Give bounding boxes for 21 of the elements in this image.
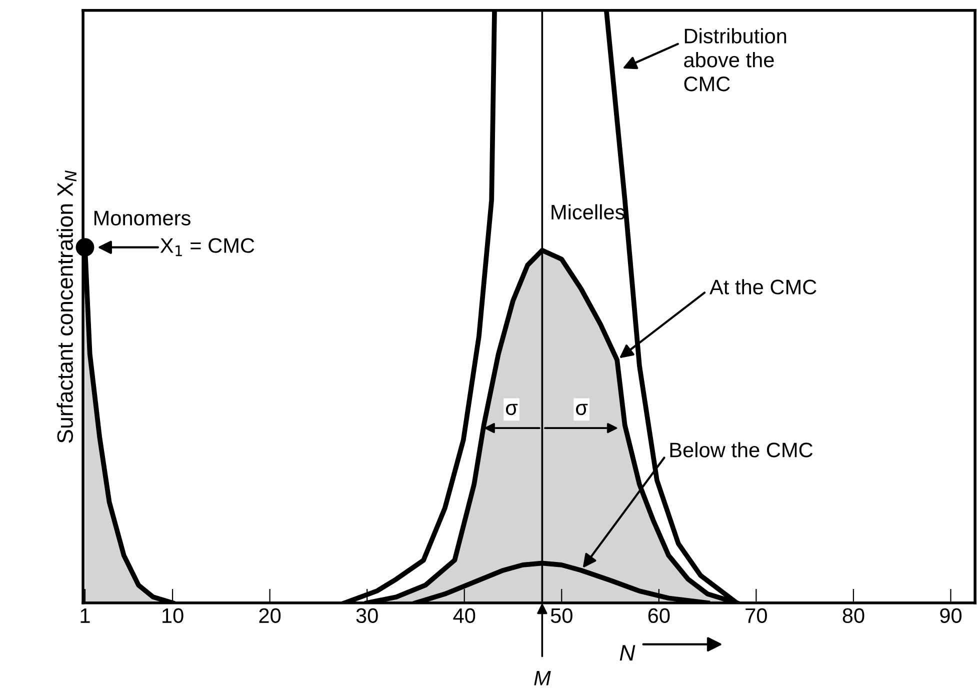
annotation: σ (506, 404, 518, 416)
x-tick-label: 90 (940, 608, 962, 624)
x-tick-label: 40 (453, 608, 476, 624)
x-tick-label: 10 (162, 608, 184, 624)
x-tick-label: 70 (746, 608, 767, 624)
x-tick-label: 60 (648, 608, 670, 624)
annotation: M (534, 670, 551, 686)
x-tick-label: 20 (259, 608, 281, 624)
x-tick-label: 30 (356, 608, 378, 624)
x-axis-title: N (620, 645, 636, 660)
y-axis-title: Surfactant concentration X$_{N}$ (56, 170, 76, 443)
annotation: Monomers (94, 210, 190, 226)
annotation: σ (576, 404, 588, 416)
x-tick-label: 80 (842, 608, 864, 624)
x-tick-label: 1 (80, 608, 90, 623)
annotation: Distribution above the CMC (684, 28, 786, 92)
x-tick-label: 50 (550, 608, 572, 624)
ref-line-label: Micelles (552, 204, 624, 220)
annotation: X$_{1}$ = CMC (160, 238, 254, 256)
annotation: At the CMC (710, 279, 816, 294)
annotation: Below the CMC (670, 442, 813, 458)
